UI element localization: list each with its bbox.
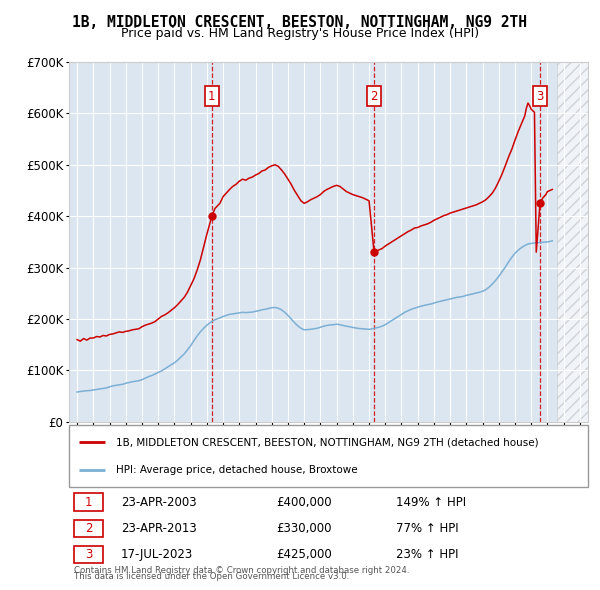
Text: 2: 2: [370, 90, 378, 103]
Text: This data is licensed under the Open Government Licence v3.0.: This data is licensed under the Open Gov…: [74, 572, 350, 581]
Text: HPI: Average price, detached house, Broxtowe: HPI: Average price, detached house, Brox…: [116, 465, 358, 475]
Text: 3: 3: [85, 548, 92, 561]
FancyBboxPatch shape: [69, 425, 588, 487]
Text: £330,000: £330,000: [277, 522, 332, 535]
Text: 23-APR-2003: 23-APR-2003: [121, 496, 197, 509]
Text: Price paid vs. HM Land Registry's House Price Index (HPI): Price paid vs. HM Land Registry's House …: [121, 27, 479, 40]
Text: 149% ↑ HPI: 149% ↑ HPI: [396, 496, 466, 509]
Text: £400,000: £400,000: [277, 496, 332, 509]
Text: 1B, MIDDLETON CRESCENT, BEESTON, NOTTINGHAM, NG9 2TH (detached house): 1B, MIDDLETON CRESCENT, BEESTON, NOTTING…: [116, 437, 538, 447]
Bar: [557, 62, 588, 422]
Text: 3: 3: [536, 90, 544, 103]
Text: 23% ↑ HPI: 23% ↑ HPI: [396, 548, 458, 561]
FancyBboxPatch shape: [74, 546, 103, 563]
Text: 1B, MIDDLETON CRESCENT, BEESTON, NOTTINGHAM, NG9 2TH: 1B, MIDDLETON CRESCENT, BEESTON, NOTTING…: [73, 15, 527, 30]
Text: 1: 1: [85, 496, 92, 509]
FancyBboxPatch shape: [74, 493, 103, 511]
Text: 23-APR-2013: 23-APR-2013: [121, 522, 197, 535]
Text: 77% ↑ HPI: 77% ↑ HPI: [396, 522, 458, 535]
Text: 2: 2: [85, 522, 92, 535]
FancyBboxPatch shape: [74, 520, 103, 537]
Text: Contains HM Land Registry data © Crown copyright and database right 2024.: Contains HM Land Registry data © Crown c…: [74, 566, 410, 575]
Text: 17-JUL-2023: 17-JUL-2023: [121, 548, 193, 561]
Text: 1: 1: [208, 90, 215, 103]
Text: £425,000: £425,000: [277, 548, 332, 561]
